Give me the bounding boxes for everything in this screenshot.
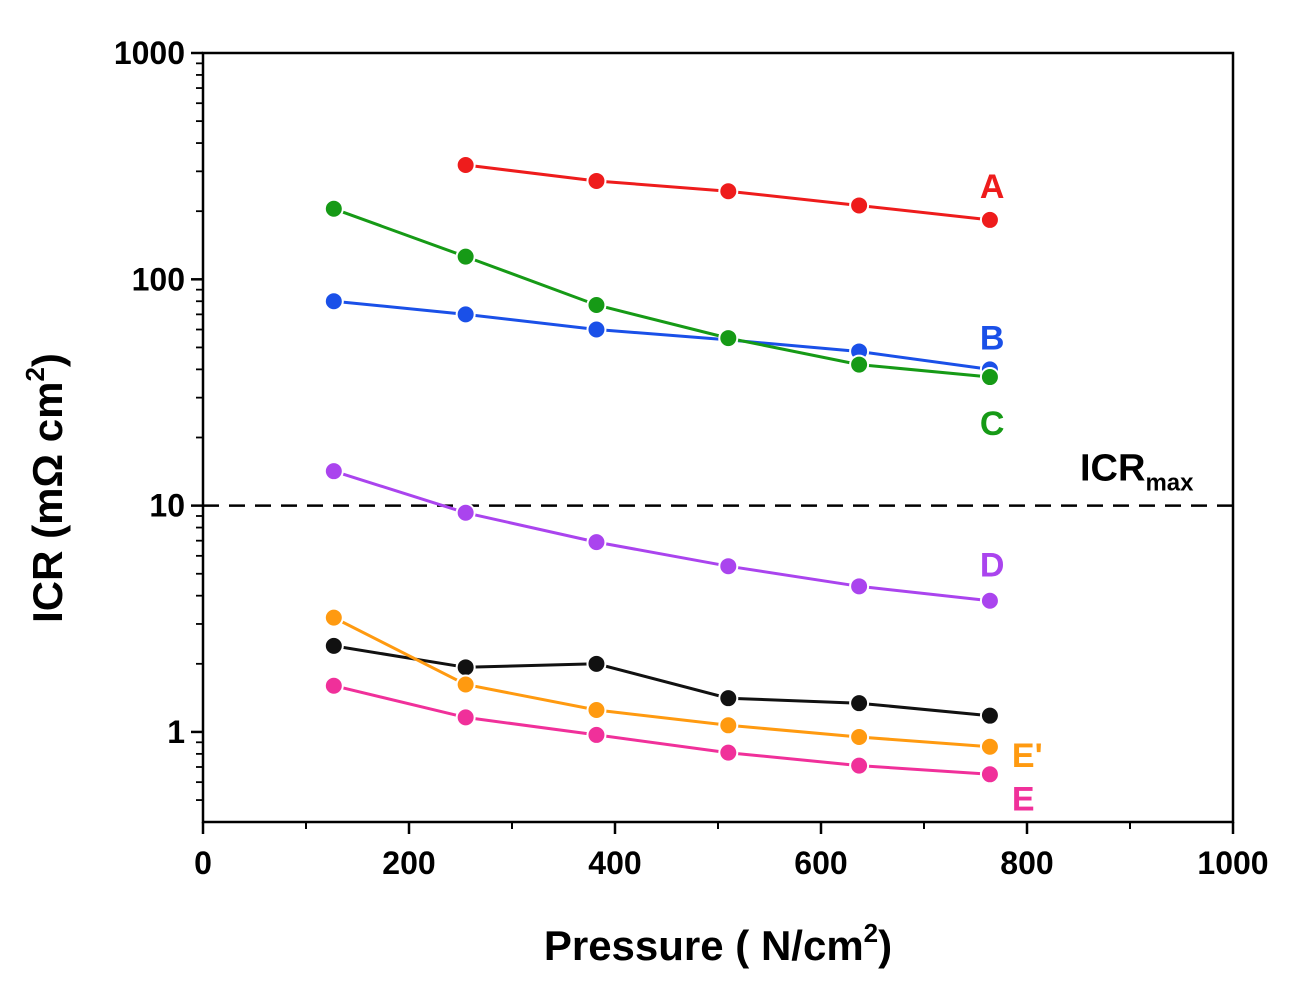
data-point <box>849 576 870 597</box>
series-line <box>333 616 991 749</box>
y-tick-label: 10 <box>149 488 185 524</box>
series-labels: A B C D E' E <box>980 168 1043 818</box>
series-line <box>333 469 991 603</box>
data-point <box>586 319 607 340</box>
data-point <box>455 304 476 325</box>
x-tick-label: 1000 <box>1197 845 1268 881</box>
data-point <box>586 724 607 745</box>
data-point <box>979 367 1000 388</box>
series-label: C <box>980 405 1005 443</box>
data-point <box>979 209 1000 230</box>
data-point <box>323 675 344 696</box>
data-point <box>323 607 344 628</box>
y-tick-label: 100 <box>132 261 185 297</box>
data-point <box>979 590 1000 611</box>
x-axis-title: Pressure ( N/cm2) <box>544 918 892 969</box>
data-point <box>718 742 739 763</box>
series-a <box>455 154 1000 230</box>
data-point <box>586 653 607 674</box>
series-label: D <box>980 547 1005 585</box>
data-point <box>455 657 476 678</box>
data-point <box>849 354 870 375</box>
series-e-prime <box>323 607 1000 757</box>
series-d <box>323 461 1000 611</box>
x-tick-label: 600 <box>794 845 847 881</box>
series-line <box>333 207 991 379</box>
data-point <box>718 715 739 736</box>
data-point <box>455 154 476 175</box>
y-axis-title: ICR (mΩ cm2) <box>20 353 71 623</box>
data-point <box>979 736 1000 757</box>
y-tick-label: 1000 <box>114 35 185 71</box>
reference-line-group: ICRmax <box>203 448 1233 507</box>
series-unlabeled <box>323 635 1000 726</box>
data-point <box>323 635 344 656</box>
data-point <box>455 674 476 695</box>
icr-max-label: ICRmax <box>1080 448 1194 497</box>
data-point <box>586 295 607 316</box>
series-label: B <box>980 319 1005 357</box>
data-point <box>718 688 739 709</box>
data-point <box>455 502 476 523</box>
data-point <box>979 705 1000 726</box>
data-point <box>323 461 344 482</box>
data-point <box>455 246 476 267</box>
data-point <box>586 532 607 553</box>
x-tick-label: 800 <box>1000 845 1053 881</box>
series-label: E' <box>1012 737 1043 775</box>
plot-area <box>201 51 1235 824</box>
data-point <box>323 198 344 219</box>
series-line <box>333 644 991 718</box>
series-label: A <box>980 168 1005 206</box>
data-point <box>849 693 870 714</box>
data-point <box>586 700 607 721</box>
data-point <box>718 181 739 202</box>
data-point <box>849 726 870 747</box>
data-point <box>323 291 344 312</box>
data-point <box>849 195 870 216</box>
data-point <box>718 328 739 349</box>
axis-ticks: 0 200 400 600 800 1000 1 10 100 1000 <box>114 35 1269 881</box>
data-series <box>323 154 1000 785</box>
series-label: E <box>1012 780 1035 818</box>
series-e <box>323 675 1000 785</box>
x-tick-label: 200 <box>382 845 435 881</box>
series-c <box>323 198 1000 388</box>
y-tick-label: 1 <box>167 714 185 750</box>
plot-frame <box>201 51 1235 824</box>
x-tick-label: 400 <box>588 845 641 881</box>
series-b <box>323 291 1000 380</box>
series-line <box>333 299 991 371</box>
data-point <box>586 170 607 191</box>
x-tick-label: 0 <box>194 845 212 881</box>
data-point <box>979 764 1000 785</box>
series-line <box>333 684 990 776</box>
data-point <box>718 556 739 577</box>
data-point <box>455 707 476 728</box>
data-point <box>849 755 870 776</box>
